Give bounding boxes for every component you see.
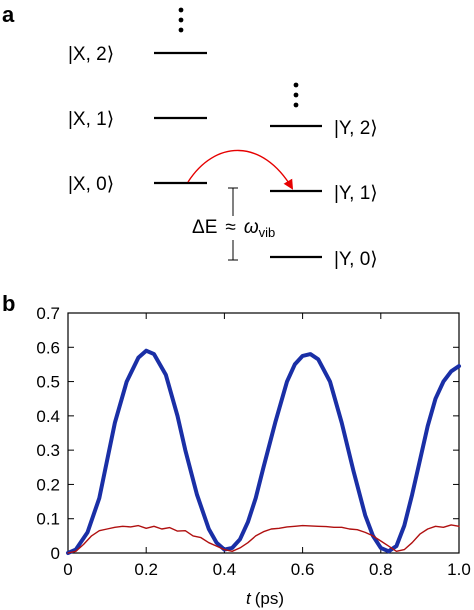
x-tick-label: 0.8 [369, 560, 393, 579]
plot-frame [67, 312, 460, 554]
transfer-arrow [187, 149, 294, 190]
x-axis-label: t (ps) [246, 589, 284, 608]
state-label-x1: |X, 1⟩ [68, 109, 114, 130]
y-tick-label: 0.3 [36, 441, 60, 460]
state-label-x2: |X, 2⟩ [68, 44, 114, 65]
state-label-y0: |Y, 0⟩ [334, 249, 378, 270]
x-tick-label: 0.2 [134, 560, 158, 579]
x-tick-label: 1.0 [447, 560, 471, 579]
y-tick-label: 0.5 [36, 373, 60, 392]
panel-b-label: b [2, 291, 15, 316]
energy-gap-formula: ΔE ≈ ωvib [192, 217, 275, 240]
series-line-1 [66, 348, 461, 555]
y-tick-label: 0.1 [36, 510, 60, 529]
y-ladder-ellipsis [293, 82, 299, 108]
y-tick-label: 0.6 [36, 338, 60, 357]
chart-b: 0 0.2 0.4 0.6 0.8 1.0 0 0.1 0.2 0.3 0.4 0.5 0.6 0.7 [36, 304, 470, 579]
energy-gap-bar [228, 187, 238, 261]
state-label-y1: |Y, 1⟩ [334, 183, 378, 204]
y-tick-label: 0.4 [36, 407, 60, 426]
state-label-x0: |X, 0⟩ [68, 174, 114, 195]
x-tick-label: 0 [63, 560, 72, 579]
panel-a-label: a [2, 2, 15, 27]
y-tick-label: 0.7 [36, 304, 60, 323]
x-tick-label: 0.4 [213, 560, 237, 579]
series-line-2 [67, 524, 460, 554]
y-tick-label: 0.2 [36, 475, 60, 494]
y-tick-label: 0 [51, 544, 60, 563]
state-label-y2: |Y, 2⟩ [334, 118, 378, 139]
x-ladder-ellipsis [178, 7, 184, 33]
x-tick-label: 0.6 [291, 560, 315, 579]
